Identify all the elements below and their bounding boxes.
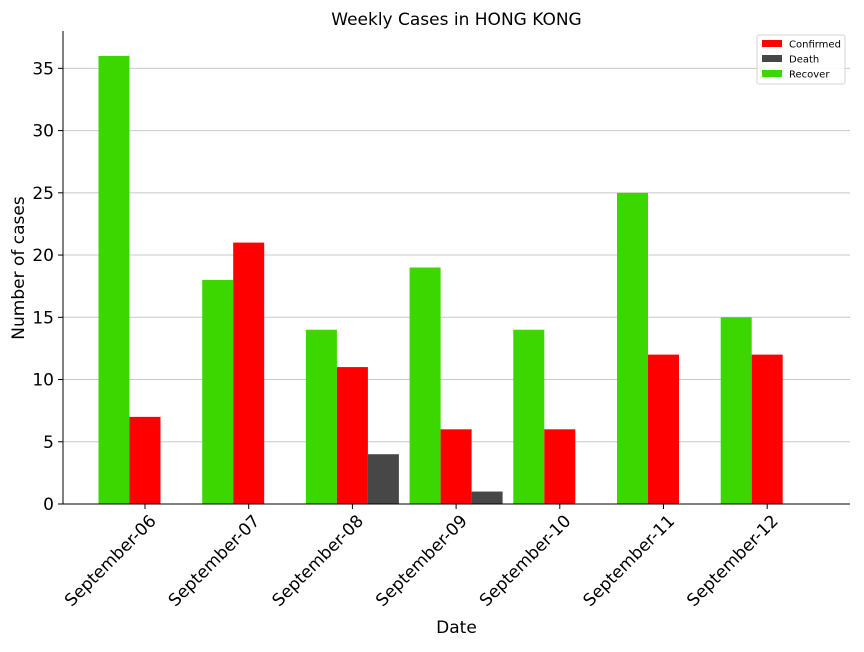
bar-confirmed-september-08 xyxy=(336,367,368,504)
y-ticks: 0 5 10 15 20 25 30 35 xyxy=(32,59,63,515)
y-axis-label: Number of cases xyxy=(9,196,29,340)
bar-recover-september-07 xyxy=(202,279,234,504)
bar-recover-september-10 xyxy=(513,329,545,504)
bar-death-september-08 xyxy=(367,454,399,504)
bar-confirmed-september-07 xyxy=(233,242,265,504)
bar-confirmed-september-12 xyxy=(751,354,783,504)
y-tick-label: 25 xyxy=(32,184,54,204)
legend: Confirmed Death Recover xyxy=(756,34,846,85)
bar-confirmed-september-06 xyxy=(129,416,161,504)
bar-recover-september-09 xyxy=(409,267,441,504)
x-ticks: September-06 September-07 September-08 Sept… xyxy=(61,504,783,611)
x-tick-label: September-09 xyxy=(372,511,471,610)
x-axis-label: Date xyxy=(436,618,477,638)
y-tick-label: 35 xyxy=(32,59,54,79)
y-tick-label: 20 xyxy=(32,246,54,266)
chart-title: Weekly Cases in HONG KONG xyxy=(331,10,581,30)
legend-swatch-confirmed xyxy=(762,40,782,47)
bar-recover-september-12 xyxy=(720,317,752,504)
x-tick-label: September-10 xyxy=(476,511,575,610)
y-tick-label: 0 xyxy=(43,495,54,515)
legend-swatch-recover xyxy=(762,70,782,77)
x-tick-label: September-06 xyxy=(61,511,160,610)
bars xyxy=(98,55,783,504)
y-tick-label: 5 xyxy=(43,433,54,453)
y-tick-label: 10 xyxy=(32,371,54,391)
bar-confirmed-september-09 xyxy=(440,429,472,504)
grid-lines xyxy=(63,67,850,443)
legend-swatch-death xyxy=(762,55,782,62)
y-tick-label: 15 xyxy=(32,308,54,328)
legend-label-death: Death xyxy=(789,55,819,66)
bar-recover-september-08 xyxy=(305,329,337,504)
bar-recover-september-11 xyxy=(617,192,648,504)
bar-confirmed-september-11 xyxy=(648,354,679,504)
bar-death-september-09 xyxy=(471,491,503,504)
legend-label-confirmed: Confirmed xyxy=(789,40,841,51)
x-tick-label: September-11 xyxy=(580,511,679,610)
x-tick-label: September-08 xyxy=(268,511,367,610)
x-tick-label: September-12 xyxy=(683,511,782,610)
x-tick-label: September-07 xyxy=(165,511,264,610)
legend-label-recover: Recover xyxy=(789,70,830,81)
y-tick-label: 30 xyxy=(32,122,54,142)
bar-recover-september-06 xyxy=(98,55,130,504)
bar-confirmed-september-10 xyxy=(544,429,576,504)
